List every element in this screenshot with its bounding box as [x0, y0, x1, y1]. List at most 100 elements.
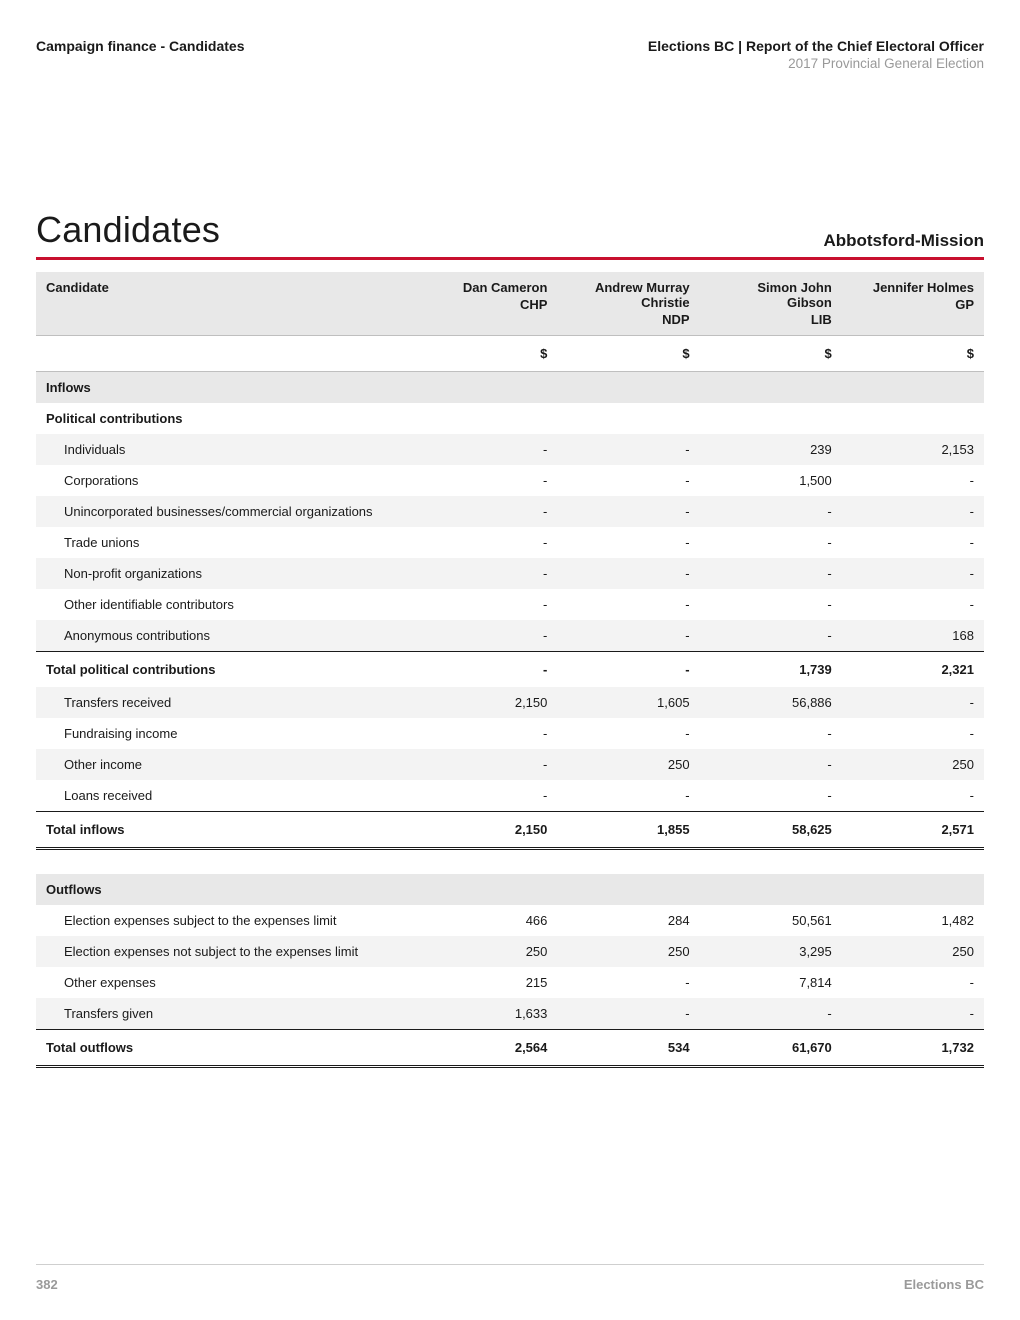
cell: - [415, 749, 557, 780]
cell: - [842, 780, 984, 812]
cell: - [842, 589, 984, 620]
cell: 250 [842, 749, 984, 780]
cell: - [700, 527, 842, 558]
row-label: Total inflows [36, 812, 415, 849]
cell: 284 [557, 905, 699, 936]
table-row: Non-profit organizations - - - - [36, 558, 984, 589]
cell: - [700, 496, 842, 527]
cell: - [415, 780, 557, 812]
table-row: Other expenses 215 - 7,814 - [36, 967, 984, 998]
page-number: 382 [36, 1277, 58, 1292]
cell: - [842, 496, 984, 527]
cell: 250 [557, 749, 699, 780]
cell: 1,732 [842, 1030, 984, 1067]
candidate-col-0: Dan Cameron CHP [415, 272, 557, 336]
page-footer: 382 Elections BC [36, 1264, 984, 1292]
cell: - [842, 527, 984, 558]
table-row: Election expenses not subject to the exp… [36, 936, 984, 967]
cell: 7,814 [700, 967, 842, 998]
section-inflows: Inflows [36, 372, 984, 404]
finance-table: Candidate Dan Cameron CHP Andrew Murray … [36, 272, 984, 1068]
section-outflows: Outflows [36, 874, 984, 905]
header-candidate-label: Candidate [36, 272, 415, 336]
cell: 215 [415, 967, 557, 998]
row-label: Loans received [36, 780, 415, 812]
table-row: Corporations - - 1,500 - [36, 465, 984, 496]
table-row: Transfers given 1,633 - - - [36, 998, 984, 1030]
cell: - [557, 780, 699, 812]
cell: 56,886 [700, 687, 842, 718]
row-label: Other expenses [36, 967, 415, 998]
cell: 58,625 [700, 812, 842, 849]
cell: - [700, 998, 842, 1030]
row-label: Non-profit organizations [36, 558, 415, 589]
cell: - [842, 967, 984, 998]
row-label: Election expenses subject to the expense… [36, 905, 415, 936]
cell: 1,605 [557, 687, 699, 718]
table-row: Anonymous contributions - - - 168 [36, 620, 984, 652]
cell: - [700, 718, 842, 749]
cell: - [700, 749, 842, 780]
cell: - [557, 620, 699, 652]
cell: 250 [557, 936, 699, 967]
cell: - [557, 434, 699, 465]
title-row: Candidates Abbotsford-Mission [36, 209, 984, 260]
header-section: Campaign finance - Candidates [36, 38, 244, 54]
total-inflows-row: Total inflows 2,150 1,855 58,625 2,571 [36, 812, 984, 849]
header-org-line: Elections BC | Report of the Chief Elect… [648, 38, 984, 54]
currency-row: $ $ $ $ [36, 336, 984, 372]
cell: - [415, 558, 557, 589]
row-label: Unincorporated businesses/commercial org… [36, 496, 415, 527]
cell: 61,670 [700, 1030, 842, 1067]
row-label: Transfers given [36, 998, 415, 1030]
candidate-name: Simon John Gibson [710, 280, 832, 310]
total-contributions-row: Total political contributions - - 1,739 … [36, 652, 984, 688]
cell: - [415, 527, 557, 558]
cell: 239 [700, 434, 842, 465]
cell: 3,295 [700, 936, 842, 967]
cell: - [700, 589, 842, 620]
row-label: Other identifiable contributors [36, 589, 415, 620]
cell: - [842, 687, 984, 718]
row-label: Election expenses not subject to the exp… [36, 936, 415, 967]
cell: 534 [557, 1030, 699, 1067]
row-label: Total outflows [36, 1030, 415, 1067]
row-label: Transfers received [36, 687, 415, 718]
table-body: Inflows Political contributions Individu… [36, 372, 984, 1067]
cell: 2,150 [415, 812, 557, 849]
cell: 1,633 [415, 998, 557, 1030]
currency-symbol: $ [700, 336, 842, 372]
currency-symbol: $ [415, 336, 557, 372]
page-title: Candidates [36, 209, 220, 251]
section-label: Inflows [36, 372, 415, 404]
total-outflows-row: Total outflows 2,564 534 61,670 1,732 [36, 1030, 984, 1067]
table-row: Fundraising income - - - - [36, 718, 984, 749]
cell: - [842, 718, 984, 749]
currency-symbol: $ [842, 336, 984, 372]
table-row: Unincorporated businesses/commercial org… [36, 496, 984, 527]
row-label: Corporations [36, 465, 415, 496]
table-row: Election expenses subject to the expense… [36, 905, 984, 936]
cell: 2,571 [842, 812, 984, 849]
cell: - [415, 434, 557, 465]
cell: - [842, 998, 984, 1030]
row-label: Other income [36, 749, 415, 780]
cell: 2,564 [415, 1030, 557, 1067]
cell: - [415, 496, 557, 527]
candidate-name: Jennifer Holmes [852, 280, 974, 295]
cell: - [842, 558, 984, 589]
row-label: Total political contributions [36, 652, 415, 688]
cell: 1,500 [700, 465, 842, 496]
row-label: Anonymous contributions [36, 620, 415, 652]
cell: - [557, 527, 699, 558]
row-label: Individuals [36, 434, 415, 465]
table-row: Individuals - - 239 2,153 [36, 434, 984, 465]
cell: - [557, 496, 699, 527]
table-row: Transfers received 2,150 1,605 56,886 - [36, 687, 984, 718]
spacer-row [36, 849, 984, 875]
running-header: Campaign finance - Candidates Elections … [36, 38, 984, 71]
candidate-name: Dan Cameron [425, 280, 547, 295]
footer-org: Elections BC [904, 1277, 984, 1292]
cell: 2,150 [415, 687, 557, 718]
cell: - [557, 465, 699, 496]
